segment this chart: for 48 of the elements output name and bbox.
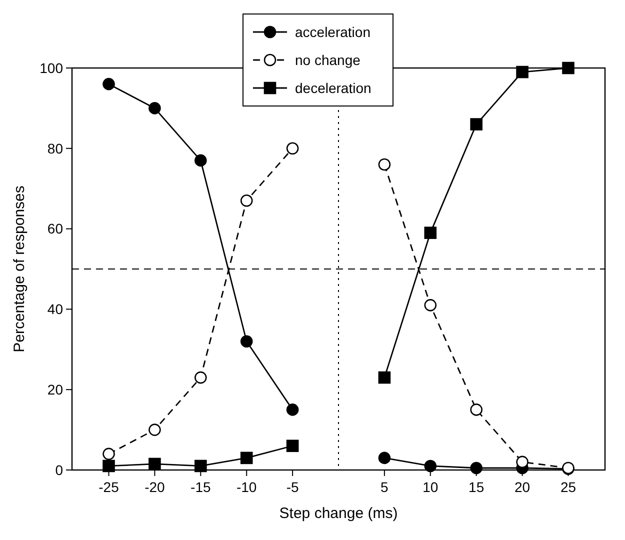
point: [240, 452, 253, 464]
point: [102, 448, 115, 460]
point: [286, 404, 299, 416]
point: [470, 118, 482, 130]
point: [378, 452, 391, 464]
x-tick-label: -15: [190, 479, 211, 495]
point: [194, 371, 207, 384]
point: [562, 62, 574, 74]
y-tick-label: 80: [47, 140, 64, 156]
point: [148, 424, 161, 436]
point: [148, 458, 161, 470]
point: [286, 440, 299, 452]
point: [286, 142, 299, 155]
x-tick-label: -10: [236, 479, 257, 495]
point: [378, 158, 391, 171]
x-tick-label: 20: [514, 479, 530, 495]
x-tick-label: -25: [98, 479, 120, 495]
point: [424, 299, 437, 312]
point: [378, 371, 391, 384]
legend-label: deceleration: [295, 80, 372, 96]
point: [194, 154, 207, 167]
point: [102, 460, 115, 472]
point: [240, 335, 253, 348]
y-tick-label: 100: [40, 60, 64, 76]
point: [470, 404, 482, 416]
point: [194, 460, 207, 472]
point: [240, 194, 253, 207]
point: [516, 456, 528, 468]
x-tick-label: 5: [380, 479, 389, 495]
point: [516, 66, 528, 78]
y-axis-title: Percentage of responses: [11, 186, 28, 352]
y-tick-label: 60: [47, 220, 64, 237]
point: [424, 226, 437, 239]
y-tick-label: 40: [47, 301, 64, 318]
x-axis-title: Step change (ms): [279, 505, 398, 522]
x-tick-label: -20: [144, 479, 166, 495]
point: [102, 78, 115, 90]
x-tick-label: 10: [422, 479, 438, 495]
y-tick-label: 0: [55, 462, 64, 478]
y-tick-label: 20: [47, 382, 64, 398]
x-tick-label: -5: [286, 479, 299, 495]
x-tick-label: 25: [560, 479, 576, 495]
legend-label: no change: [295, 52, 361, 68]
point: [148, 102, 161, 114]
point: [424, 460, 437, 472]
legend-label: acceleration: [295, 24, 370, 40]
x-tick-label: 15: [468, 479, 484, 495]
point: [470, 462, 482, 474]
